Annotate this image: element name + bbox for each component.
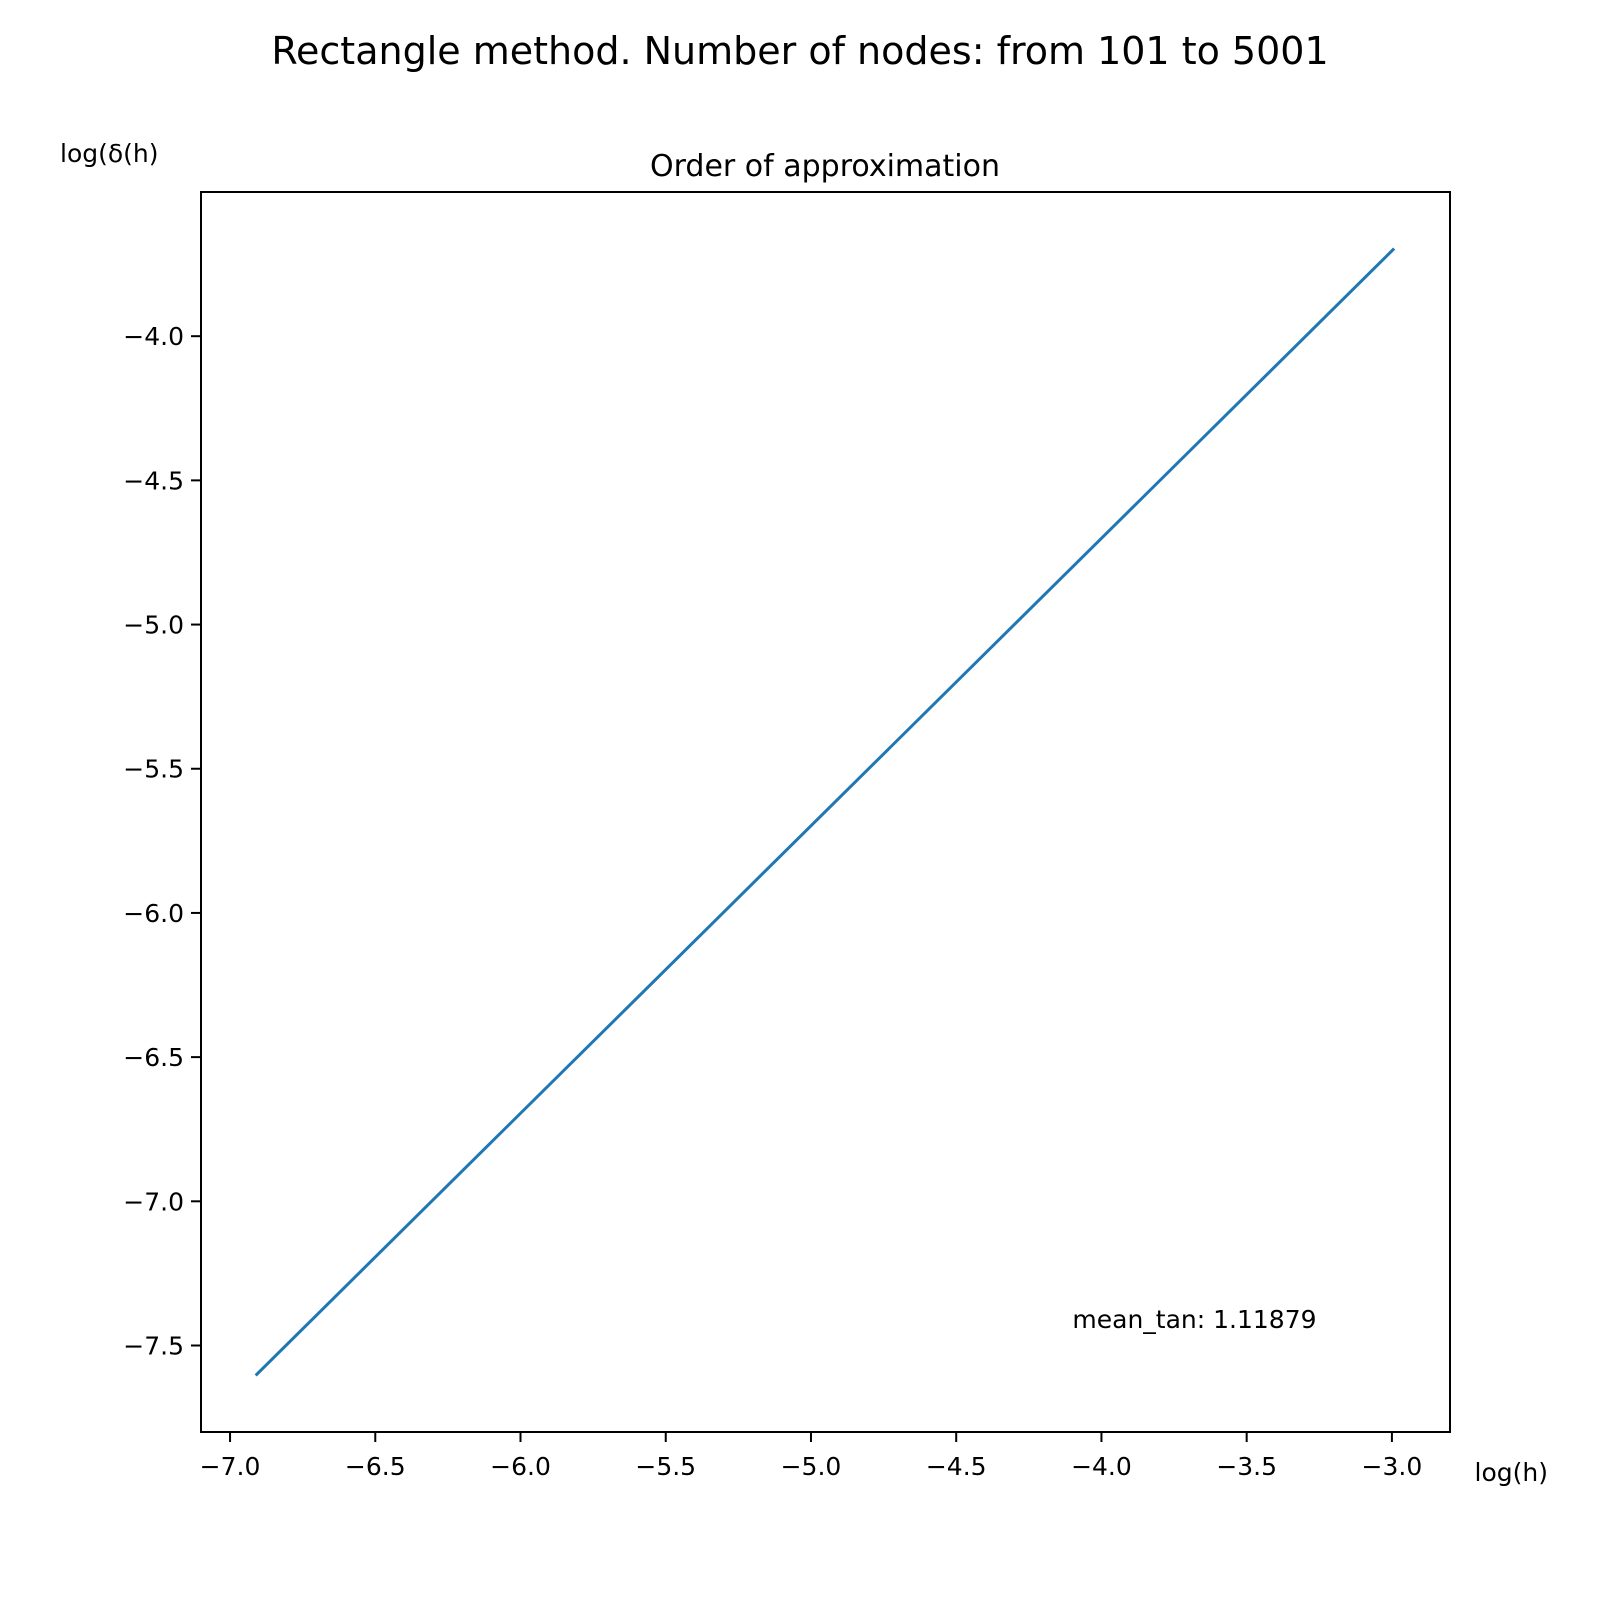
plot-area: −7.0 −6.5 −6.0 −5.5 −5.0 −4.5 −4.0 −3.5 −3.0 −4.0… bbox=[123, 247, 1423, 1481]
x-axis-label: log(h) bbox=[1475, 1458, 1548, 1487]
y-tick-label: −7.0 bbox=[123, 1187, 184, 1216]
y-tick-label: −4.5 bbox=[123, 466, 184, 495]
y-tick-label: −5.0 bbox=[123, 611, 184, 640]
x-tick-label: −5.0 bbox=[781, 1452, 842, 1481]
figure-suptitle: Rectangle method. Number of nodes: from … bbox=[271, 29, 1328, 73]
x-tick-label: −4.0 bbox=[1071, 1452, 1132, 1481]
x-tick-label: −3.0 bbox=[1362, 1452, 1423, 1481]
y-axis-label: log(δ(h) bbox=[60, 139, 159, 168]
y-tick-label: −5.5 bbox=[123, 755, 184, 784]
series-line bbox=[254, 247, 1396, 1377]
y-tick-label: −6.5 bbox=[123, 1043, 184, 1072]
y-tick-label: −7.5 bbox=[123, 1331, 184, 1360]
chart-title: Order of approximation bbox=[650, 149, 1000, 184]
x-tick-label: −6.5 bbox=[345, 1452, 406, 1481]
x-tick-label: −4.5 bbox=[926, 1452, 987, 1481]
y-tick-label: −4.0 bbox=[123, 322, 184, 351]
mean-tan-annotation: mean_tan: 1.11879 bbox=[1072, 1305, 1316, 1334]
x-tick-label: −6.0 bbox=[490, 1452, 551, 1481]
axes-frame bbox=[200, 191, 1451, 1433]
y-tick-label: −6.0 bbox=[123, 899, 184, 928]
x-tick-label: −7.0 bbox=[200, 1452, 261, 1481]
x-tick-label: −3.5 bbox=[1216, 1452, 1277, 1481]
x-tick-label: −5.5 bbox=[635, 1452, 696, 1481]
